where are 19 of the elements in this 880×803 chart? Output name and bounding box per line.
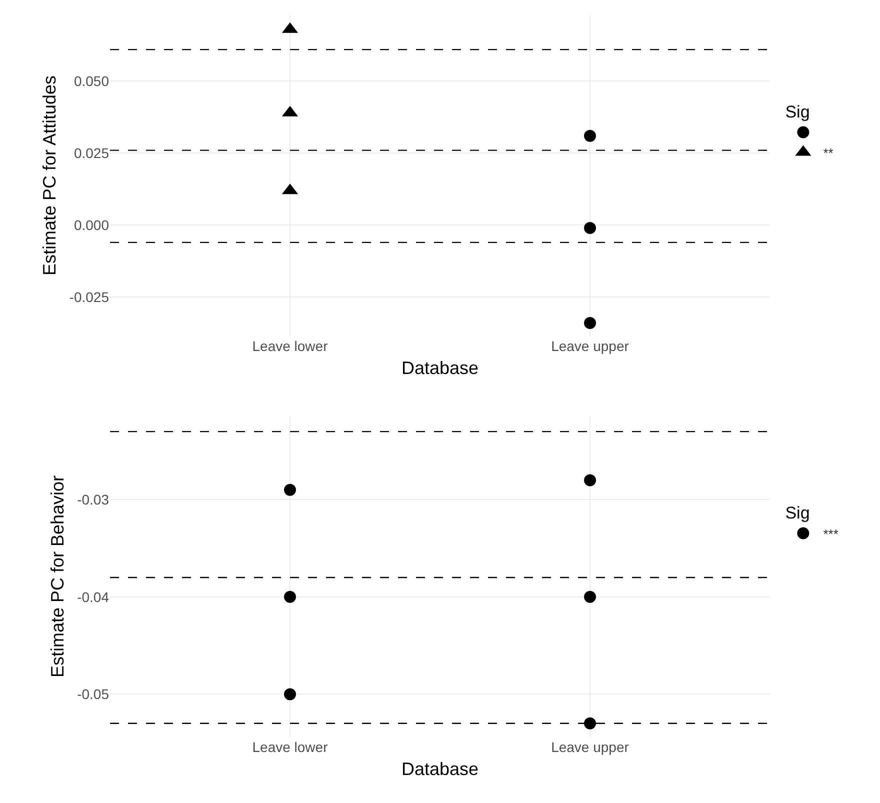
- x-axis-title: Database: [401, 759, 479, 780]
- legend-title: Sig: [785, 503, 810, 522]
- y-tick-label: -0.04: [77, 588, 110, 605]
- x-tick-label: Leave lower: [252, 739, 328, 755]
- y-tick-label: -0.03: [77, 492, 110, 508]
- y-tick-label: -0.05: [77, 686, 110, 702]
- x-tick-label: Leave upper: [551, 739, 630, 755]
- y-axis-title: Estimate PC for Attitudes: [39, 75, 60, 276]
- y-axis-title: Estimate PC for Behavior: [47, 475, 68, 678]
- y-tick-label: -0.025: [69, 289, 110, 306]
- legend-title: Sig: [785, 102, 810, 122]
- legend-label: **: [823, 145, 834, 160]
- y-tick-label: 0.050: [74, 73, 110, 90]
- y-tick-label: 0.025: [74, 145, 110, 162]
- y-tick-label: 0.000: [74, 217, 110, 234]
- legend-label: ***: [823, 526, 838, 542]
- x-tick-label: Leave lower: [252, 338, 328, 354]
- x-tick-label: Leave upper: [551, 338, 630, 354]
- x-axis-title: Database: [401, 358, 479, 378]
